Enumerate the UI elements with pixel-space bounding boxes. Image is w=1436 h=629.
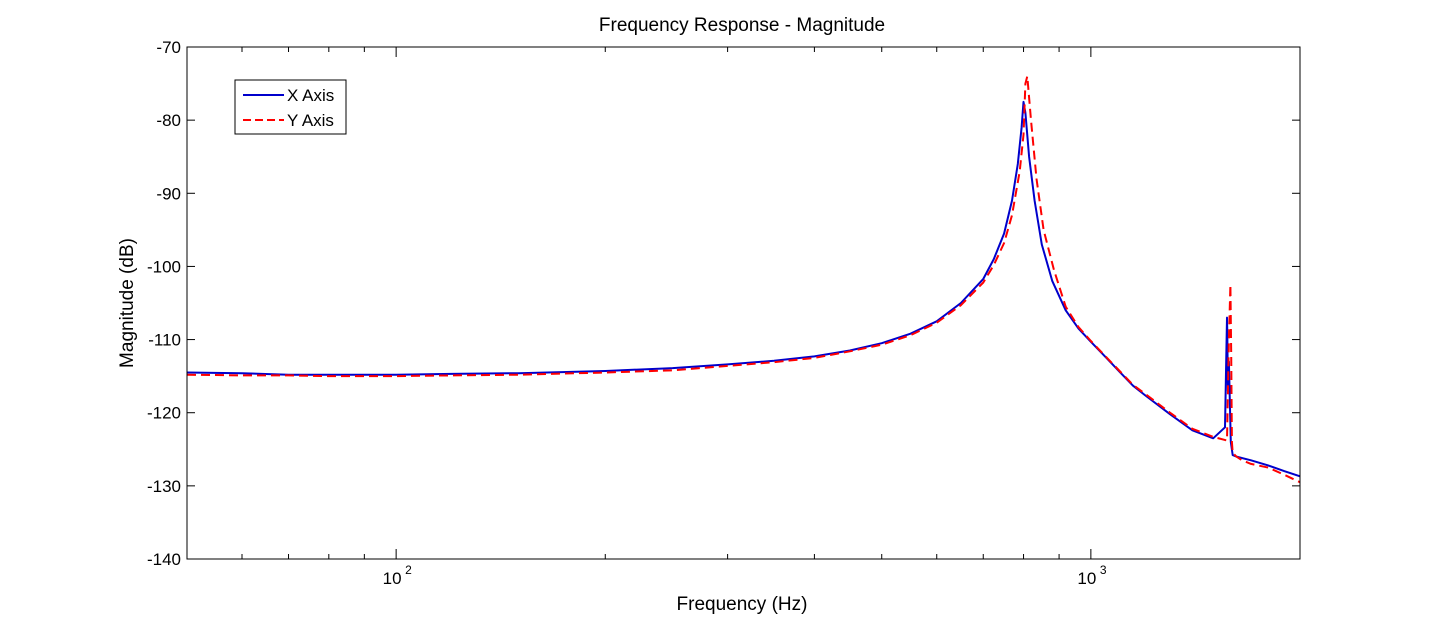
- y-tick-label: -130: [147, 477, 181, 496]
- x-tick-label: 10: [383, 569, 402, 588]
- legend-label-y-axis: Y Axis: [287, 111, 334, 130]
- x-tick-exponent: 2: [405, 563, 412, 577]
- y-tick-label: -90: [156, 184, 181, 203]
- y-axis-label: Magnitude (dB): [117, 238, 138, 368]
- plot-frame: [186, 46, 1301, 560]
- x-axis-label: Frequency (Hz): [677, 594, 808, 615]
- legend-label-x-axis: X Axis: [287, 86, 334, 105]
- x-tick-exponent: 3: [1100, 563, 1107, 577]
- y-tick-label: -100: [147, 257, 181, 276]
- chart-title: Frequency Response - Magnitude: [599, 15, 885, 36]
- plot-area: [187, 47, 1300, 559]
- legend-box: [234, 79, 347, 135]
- y-tick-label: -140: [147, 550, 181, 569]
- y-tick-label: -70: [156, 38, 181, 57]
- y-tick-label: -120: [147, 404, 181, 423]
- y-tick-label: -80: [156, 111, 181, 130]
- legend: X Axis Y Axis: [234, 79, 347, 135]
- y-tick-label: -110: [148, 331, 181, 350]
- series-line-y-axis: [186, 75, 1301, 484]
- series-layer: [186, 75, 1301, 484]
- x-tick-label: 10: [1077, 569, 1096, 588]
